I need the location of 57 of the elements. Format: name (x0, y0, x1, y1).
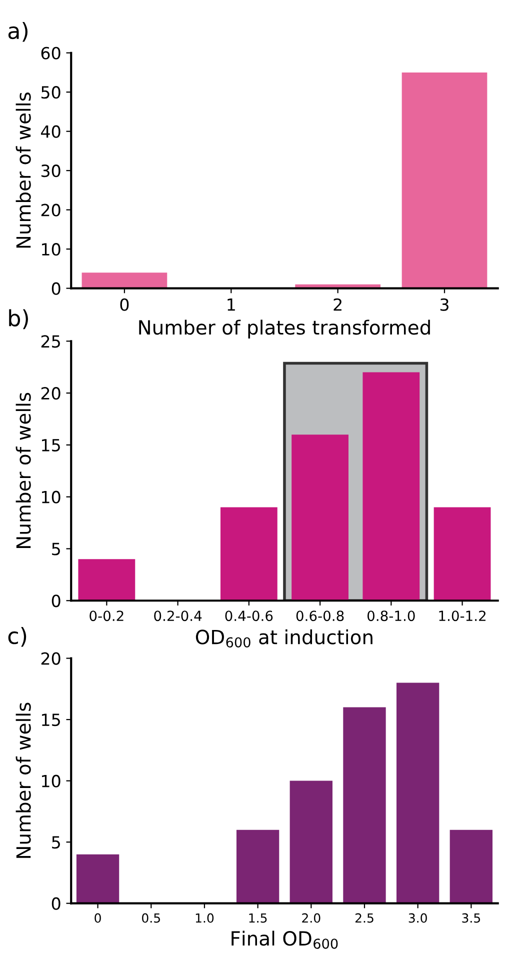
bar (450, 830, 493, 904)
bar (220, 507, 278, 601)
x-tick-label: 3 (440, 298, 448, 311)
y-tick-label: 40 (41, 125, 60, 138)
bar (236, 830, 280, 904)
y-tick-label: 30 (41, 164, 60, 178)
y-tick-label: 10 (42, 490, 60, 504)
y-tick-label: 50 (41, 86, 60, 99)
bar (76, 854, 120, 904)
y-tick-label: 60 (41, 46, 60, 60)
bar (434, 507, 491, 601)
y-tick-label: 20 (41, 387, 60, 400)
y-tick-label: 10 (42, 243, 60, 256)
x-tick-label: 1.0 (196, 913, 214, 923)
y-axis-title: Number of wells (16, 702, 31, 858)
bar (78, 559, 136, 601)
bar (343, 707, 386, 904)
bar (402, 72, 488, 288)
y-tick-label: 15 (42, 439, 60, 452)
x-tick-label: 0 (120, 298, 129, 311)
x-tick-label: 2.5 (355, 913, 374, 923)
x-tick-label: 3.0 (408, 913, 427, 923)
x-tick-label: 0.4-0.6 (225, 610, 273, 622)
x-tick-label: 1 (228, 298, 235, 311)
x-tick-label: 3.5 (462, 913, 480, 923)
y-tick-label: 5 (52, 836, 60, 849)
x-tick-label: 0.2-0.4 (154, 610, 202, 622)
x-tick-label: 0.8-1.0 (367, 610, 415, 622)
x-tick-label: 0.6-0.8 (296, 610, 344, 622)
x-axis-title: Number of plates transformed (139, 320, 430, 339)
y-tick-label: 20 (41, 204, 60, 216)
y-tick-label: 20 (41, 652, 60, 665)
x-tick-label: 2.0 (302, 913, 320, 923)
y-tick-label: 0 (52, 897, 60, 910)
chart-title: b) (9, 309, 28, 330)
x-tick-label: 1.5 (249, 913, 267, 923)
x-tick-label: 0 (94, 913, 101, 923)
y-tick-label: 10 (42, 774, 60, 788)
y-tick-label: 25 (41, 335, 60, 348)
y-axis-title: Number of wells (16, 392, 31, 548)
x-axis-title: OD$_{600}$ at induction (196, 629, 372, 648)
y-tick-label: 15 (42, 714, 60, 726)
bar (290, 780, 332, 904)
y-tick-label: 0 (52, 594, 60, 608)
bar (396, 682, 440, 904)
chart-title: c) (8, 627, 26, 647)
x-tick-label: 0.5 (142, 913, 160, 923)
bar (292, 434, 348, 601)
x-tick-label: 2 (334, 298, 342, 311)
x-tick-label: 1.0-1.2 (439, 610, 486, 622)
x-tick-label: 0-0.2 (90, 610, 124, 622)
y-tick-label: 5 (52, 542, 60, 556)
y-axis-title: Number of wells (16, 92, 31, 248)
chart-title: a) (8, 22, 28, 42)
y-tick-label: 0 (52, 282, 60, 295)
x-axis-title: Final OD$_{600}$ (232, 930, 338, 949)
bar (82, 272, 168, 288)
